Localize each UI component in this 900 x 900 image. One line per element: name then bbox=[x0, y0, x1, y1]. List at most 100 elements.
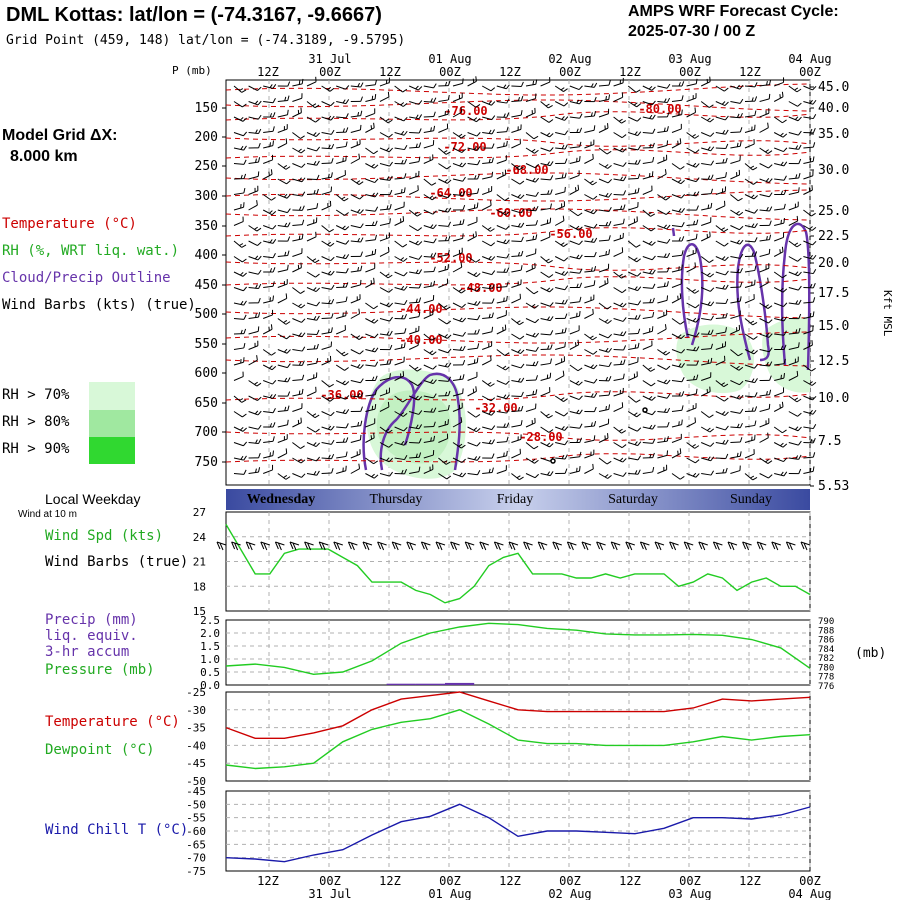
wind-barb-flag bbox=[533, 290, 539, 295]
wind-barb bbox=[642, 161, 653, 164]
wind-barb-flag bbox=[783, 302, 788, 307]
wind-barb-flag bbox=[577, 367, 583, 372]
isotherm-line bbox=[225, 172, 811, 185]
wind-barb bbox=[482, 345, 492, 350]
wind-barb-flag bbox=[345, 113, 349, 119]
pressure-tick-label: 784 bbox=[818, 645, 834, 655]
wind-barb bbox=[379, 287, 389, 293]
wind-barb bbox=[788, 375, 798, 381]
wind-barb bbox=[788, 442, 799, 446]
wind-barb-flag bbox=[768, 403, 771, 409]
wind-barb bbox=[248, 411, 259, 416]
wind-barb-flag bbox=[623, 176, 627, 181]
wind-barb-flag bbox=[681, 363, 685, 368]
wind-barb bbox=[336, 116, 347, 119]
wind-barb bbox=[657, 130, 668, 133]
wind-barb-flag bbox=[359, 124, 362, 130]
wind-barb-flag bbox=[574, 187, 577, 192]
wind-barb bbox=[657, 328, 667, 335]
bottom-hour-tick-label: 00Z bbox=[679, 874, 701, 888]
wind-barb-flag bbox=[416, 213, 422, 217]
wind-barb-flag bbox=[797, 271, 802, 277]
wind-barb bbox=[306, 193, 318, 195]
wind-barb-flag bbox=[345, 282, 349, 288]
wind-barb-flag bbox=[487, 227, 492, 231]
wind-barb bbox=[423, 240, 434, 244]
wind-barb-flag bbox=[721, 411, 726, 415]
wind-barb bbox=[555, 360, 565, 366]
precip-tick-label: 0.0 bbox=[200, 679, 220, 692]
surface-wind-barb bbox=[260, 541, 270, 546]
wind-barb bbox=[423, 194, 433, 201]
wind-barb bbox=[671, 128, 682, 133]
wind-barb-flag bbox=[417, 227, 423, 232]
wind-barb bbox=[306, 236, 317, 242]
height-tick-label: 40.0 bbox=[818, 101, 849, 116]
wind-barb bbox=[525, 178, 536, 183]
wind-barb bbox=[423, 270, 434, 273]
wind-barb-flag bbox=[562, 370, 565, 376]
wind-barb bbox=[803, 395, 813, 401]
wind-barb-flag bbox=[754, 237, 758, 243]
wind-barb-flag bbox=[722, 314, 725, 319]
wind-barb bbox=[671, 99, 682, 102]
wind-barb-flag bbox=[681, 81, 685, 87]
wind-barb bbox=[773, 132, 784, 138]
wind-barb-flag bbox=[550, 189, 553, 195]
surface-wind-barb-flag bbox=[669, 541, 674, 550]
wind-barb bbox=[642, 316, 653, 319]
wind-barb bbox=[408, 240, 419, 246]
wind-barb-flag bbox=[809, 158, 812, 163]
wind-barb-flag bbox=[433, 407, 437, 413]
wind-barb-flag bbox=[272, 225, 277, 230]
weekday-thursday: Thursday bbox=[369, 491, 423, 507]
wind-barb-flag bbox=[622, 373, 625, 379]
wind-barb-flag bbox=[796, 243, 802, 248]
wind-barb-flag bbox=[579, 127, 583, 133]
wind-barb bbox=[569, 256, 580, 260]
wind-barb-flag bbox=[345, 99, 350, 104]
wind-barb-flag bbox=[403, 271, 408, 277]
wind-barb-flag bbox=[739, 408, 744, 414]
wind-barb-flag bbox=[590, 209, 594, 213]
wind-barb bbox=[321, 176, 332, 180]
wind-barb-flag bbox=[633, 102, 638, 106]
wind-barb-flag bbox=[472, 388, 475, 393]
wind-barb-flag bbox=[418, 424, 423, 429]
wind-barb bbox=[627, 395, 637, 403]
wind-barb bbox=[511, 333, 521, 340]
wind-barb bbox=[467, 426, 477, 433]
wind-barb-flag bbox=[561, 454, 565, 459]
surface-wind-barb bbox=[654, 541, 665, 546]
wind-barb-flag bbox=[621, 120, 627, 124]
wind-barb bbox=[700, 271, 711, 278]
surface-wind-barb bbox=[508, 541, 519, 546]
wind-barb-flag bbox=[432, 210, 437, 215]
wind-barb-flag bbox=[506, 98, 510, 104]
wind-barb-flag bbox=[298, 390, 301, 395]
wind-barb-flag bbox=[404, 469, 407, 475]
wind-barb-flag bbox=[593, 378, 598, 384]
wind-barb-flag bbox=[707, 175, 711, 180]
wind-barb-flag bbox=[681, 250, 684, 256]
wind-barb-flag bbox=[503, 84, 507, 89]
wind-barb-flag bbox=[649, 269, 653, 274]
wind-barb bbox=[569, 116, 580, 119]
wind-barb-flag bbox=[418, 269, 423, 274]
wind-barb bbox=[438, 225, 449, 227]
wind-barb bbox=[642, 209, 651, 217]
wind-barb-flag bbox=[477, 188, 480, 194]
wind-barb-flag bbox=[754, 110, 757, 116]
wind-barb-flag bbox=[809, 409, 813, 414]
wind-barb-flag bbox=[622, 162, 627, 167]
legend-cloud-outline: Cloud/Precip Outline bbox=[2, 270, 171, 286]
surface-wind-barb-flag bbox=[715, 542, 720, 551]
wind-barb bbox=[438, 163, 448, 170]
wind-barb-flag bbox=[532, 235, 535, 240]
wind-barb bbox=[292, 287, 301, 294]
wind-barb bbox=[788, 426, 799, 432]
wind-barb bbox=[788, 361, 799, 366]
wind-barb-flag bbox=[620, 176, 623, 181]
wind-barb bbox=[321, 225, 330, 233]
wind-barb bbox=[730, 395, 741, 400]
